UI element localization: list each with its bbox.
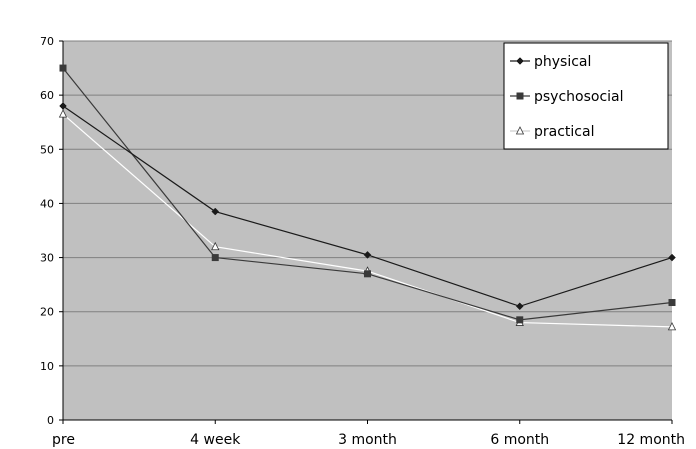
y-tick-label: 60 [40,89,54,102]
series-group [58,64,677,331]
data-point-marker [667,321,677,331]
data-point-marker [211,207,220,216]
y-tick-label: 30 [40,252,54,265]
x-tick-label: pre [52,432,75,448]
y-tick-label: 50 [40,143,54,156]
data-point-marker [515,302,524,311]
data-point-marker [59,64,67,72]
legend-label: psychosocial [534,89,624,105]
legend-box [503,42,669,150]
legend-label: physical [534,54,591,70]
y-tick-label: 70 [40,35,54,48]
data-point-marker [211,241,220,251]
y-tick-label: 40 [40,197,54,210]
legend-item-psychosocial: psychosocial [510,89,624,105]
x-tick-label: 4 week [190,432,241,448]
data-point-marker [516,316,524,324]
y-axis-ticks: 0 10 20 30 40 50 60 70 [40,35,63,427]
data-point-marker [364,270,371,278]
data-point-marker [59,102,67,110]
data-point-marker [515,126,525,135]
data-point-marker [668,299,676,307]
series-psychosocial [59,64,676,324]
data-point-marker [58,109,68,118]
data-point-marker [668,253,676,262]
data-point-marker [363,251,372,259]
series-physical [59,102,676,311]
x-tick-label: 12 month [617,432,685,448]
y-tick-label: 20 [40,306,54,319]
legend-item-practical: practical [510,124,594,140]
data-point-marker [516,92,524,100]
x-axis-ticks: pre 4 week 3 month 6 month 12 month [52,420,685,448]
legend-item-physical: physical [510,54,591,70]
legend-label: practical [534,124,594,140]
data-point-marker [211,254,219,262]
y-tick-label: 0 [47,414,54,427]
legend: physical psychosocial practical [503,42,669,150]
x-tick-label: 6 month [490,432,549,448]
x-tick-label: 3 month [338,432,397,448]
y-tick-label: 10 [40,360,54,373]
data-point-marker [516,57,524,65]
